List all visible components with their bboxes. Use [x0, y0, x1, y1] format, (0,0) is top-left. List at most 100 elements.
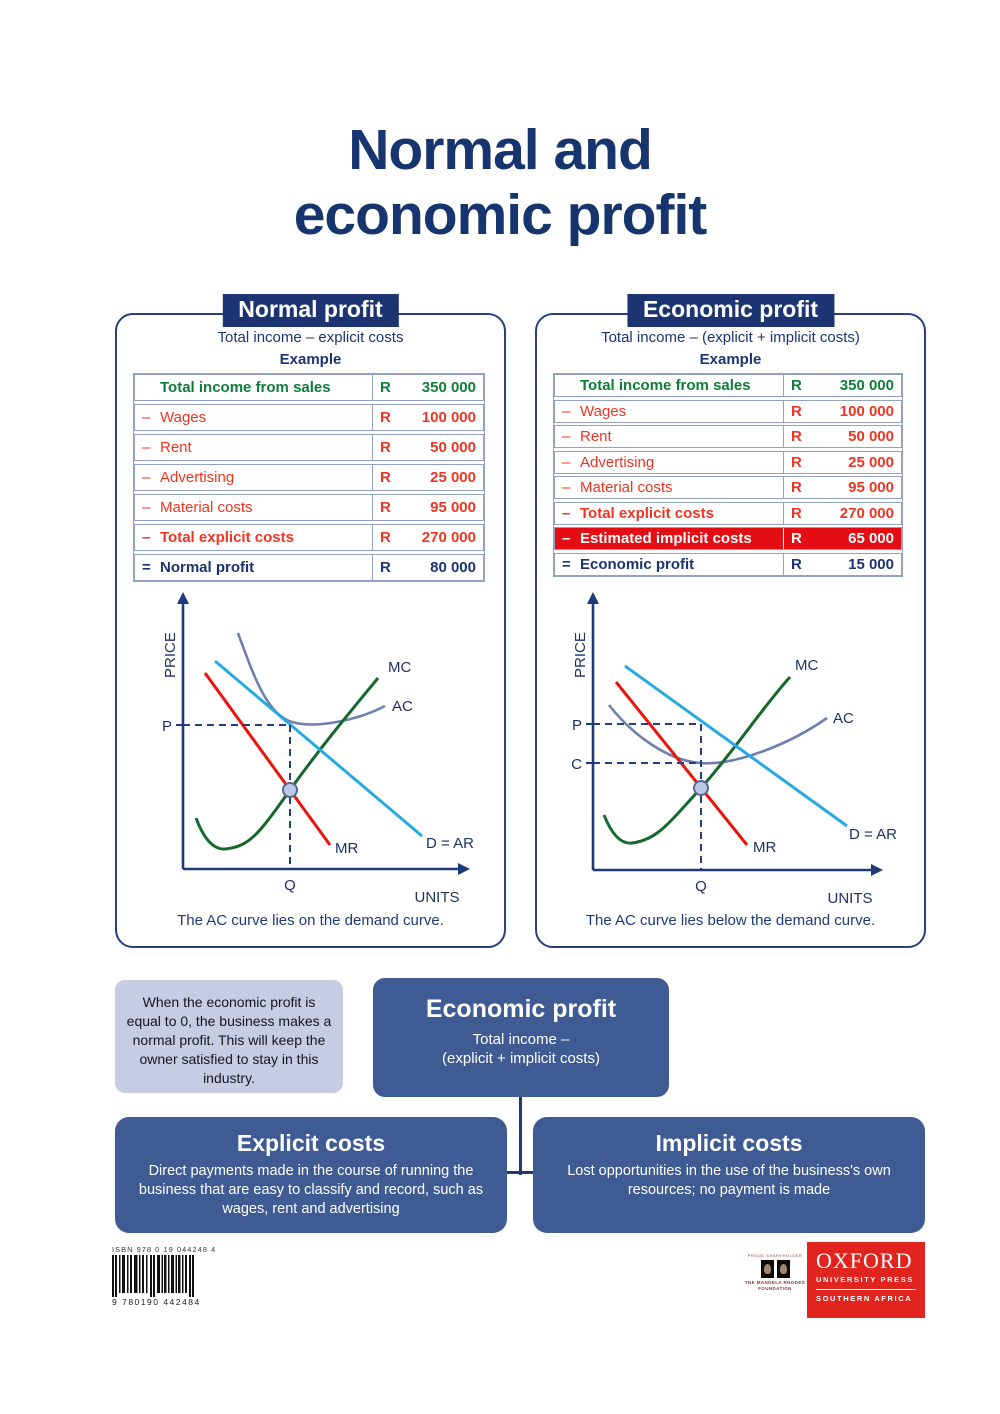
connector-horizontal	[503, 1171, 536, 1174]
currency-symbol: R	[380, 379, 391, 396]
mc-curve	[194, 677, 380, 851]
currency-symbol: R	[791, 428, 802, 445]
currency-symbol: R	[791, 453, 802, 471]
currency-symbol: R	[380, 529, 391, 546]
row-amount-cell: R 65 000	[783, 528, 901, 549]
mr-label: MR	[753, 839, 776, 856]
row-prefix: –	[562, 479, 571, 496]
row-amount: 350 000	[421, 379, 476, 396]
page-title: Normal and economic profit	[0, 118, 1000, 248]
explicit-costs-box: Explicit costs Direct payments made in t…	[115, 1117, 507, 1233]
row-amount-cell: R 270 000	[372, 525, 483, 550]
row-label-cell: – Total explicit costs	[555, 503, 783, 524]
p-label: P	[162, 718, 172, 735]
mandela-foundation-line1: THE MANDELA RHODES	[744, 1280, 806, 1285]
row-label: Total income from sales	[160, 379, 331, 396]
row-amount: 80 000	[430, 559, 476, 576]
row-amount: 350 000	[839, 377, 894, 394]
row-prefix: –	[142, 469, 151, 486]
row-prefix: –	[142, 409, 151, 426]
currency-symbol: R	[380, 409, 391, 426]
oxford-name: OXFORD	[816, 1248, 913, 1273]
mandela-foundation-line2: FOUNDATION	[758, 1286, 792, 1291]
connector-vertical	[519, 1097, 522, 1175]
row-label: Rent	[580, 428, 612, 445]
row-label-cell: – Wages	[555, 401, 783, 422]
row-amount: 25 000	[848, 453, 894, 471]
y-axis-arrow	[587, 592, 599, 604]
price-axis-label: PRICE	[572, 632, 589, 678]
table-row: – Material costs R 95 000	[554, 476, 902, 499]
table-row: – Wages R 100 000	[554, 399, 902, 423]
isbn-number: 9 780190 442484	[112, 1297, 201, 1307]
row-label: Total income from sales	[580, 377, 751, 394]
graph-caption: The AC curve lies on the demand curve.	[177, 912, 444, 929]
row-amount-cell: R 15 000	[783, 553, 901, 575]
units-axis-label: UNITS	[415, 889, 460, 906]
row-label-cell: Total income from sales	[555, 375, 783, 396]
row-prefix: =	[562, 555, 571, 573]
profit-formula: Total income – (explicit + implicit cost…	[601, 329, 860, 346]
panel-badge: Economic profit	[626, 294, 835, 327]
profit-formula: Total income – explicit costs	[217, 329, 404, 346]
oxford-subtitle: UNIVERSITY PRESS	[816, 1275, 914, 1284]
mr-curve	[203, 672, 332, 846]
table-row: = Economic profit R 15 000	[554, 552, 902, 576]
row-label: Material costs	[160, 499, 253, 516]
economic-profit-box: Economic profit Total income – (explicit…	[373, 978, 669, 1097]
row-label-cell: – Material costs	[555, 477, 783, 498]
row-amount-cell: R 350 000	[783, 375, 901, 396]
mr-label: MR	[335, 840, 358, 857]
row-amount-cell: R 270 000	[783, 502, 901, 524]
implicit-costs-body: Lost opportunities in the use of the bus…	[567, 1163, 891, 1198]
implicit-costs-box: Implicit costs Lost opportunities in the…	[533, 1117, 925, 1233]
table-row: – Rent R 50 000	[554, 425, 902, 448]
q-label: Q	[284, 877, 296, 894]
row-label-cell: – Rent	[555, 426, 783, 447]
mandela-portrait-icon	[760, 1260, 774, 1278]
panel-badge: Normal profit	[222, 294, 399, 327]
table-row: = Normal profit R 80 000	[134, 554, 484, 581]
row-label: Total explicit costs	[580, 504, 714, 522]
mandela-top-text: PROUD SHAREHOLDER	[747, 1253, 803, 1258]
currency-symbol: R	[380, 559, 391, 576]
units-axis-label: UNITS	[828, 890, 873, 907]
ac-label: AC	[392, 698, 413, 715]
economic-profit-box-title: Economic profit	[425, 995, 617, 1023]
implicit-costs-title: Implicit costs	[655, 1130, 803, 1156]
row-amount: 100 000	[839, 402, 894, 420]
mc-label: MC	[388, 659, 411, 676]
table-row: Total income from sales R 350 000	[134, 374, 484, 401]
x-axis-arrow	[458, 863, 470, 875]
currency-symbol: R	[791, 504, 802, 522]
row-label-cell: – Advertising	[135, 465, 372, 490]
currency-symbol: R	[791, 555, 802, 573]
ac-curve	[236, 632, 386, 726]
row-amount-cell: R 50 000	[372, 435, 483, 460]
table-row: – Total explicit costs R 270 000	[134, 524, 484, 551]
row-prefix: –	[142, 439, 151, 456]
page-title-line1: Normal and	[348, 118, 653, 182]
row-label: Wages	[580, 402, 627, 420]
currency-symbol: R	[791, 479, 802, 496]
demand-curve	[624, 664, 848, 828]
row-prefix: –	[562, 428, 571, 445]
row-prefix: –	[562, 402, 571, 420]
cost-table: Total income from sales R 350 000– Wages R 10…	[553, 373, 903, 577]
c-label: C	[571, 756, 582, 773]
row-amount-cell: R 95 000	[372, 495, 483, 520]
equilibrium-point	[693, 780, 709, 796]
row-amount: 50 000	[848, 428, 894, 445]
table-row: – Estimated implicit costs R 65 000	[554, 527, 902, 550]
q-label: Q	[695, 878, 707, 895]
row-label: Total explicit costs	[160, 529, 294, 546]
row-label-cell: – Rent	[135, 435, 372, 460]
table-row: – Advertising R 25 000	[554, 450, 902, 474]
barcode	[112, 1255, 194, 1297]
cost-table: Total income from sales R 350 000– Wages R 10…	[133, 373, 485, 582]
row-label: Wages	[160, 409, 207, 426]
row-prefix: –	[142, 529, 151, 546]
row-amount-cell: R 100 000	[372, 405, 483, 430]
row-label: Estimated implicit costs	[580, 530, 752, 547]
